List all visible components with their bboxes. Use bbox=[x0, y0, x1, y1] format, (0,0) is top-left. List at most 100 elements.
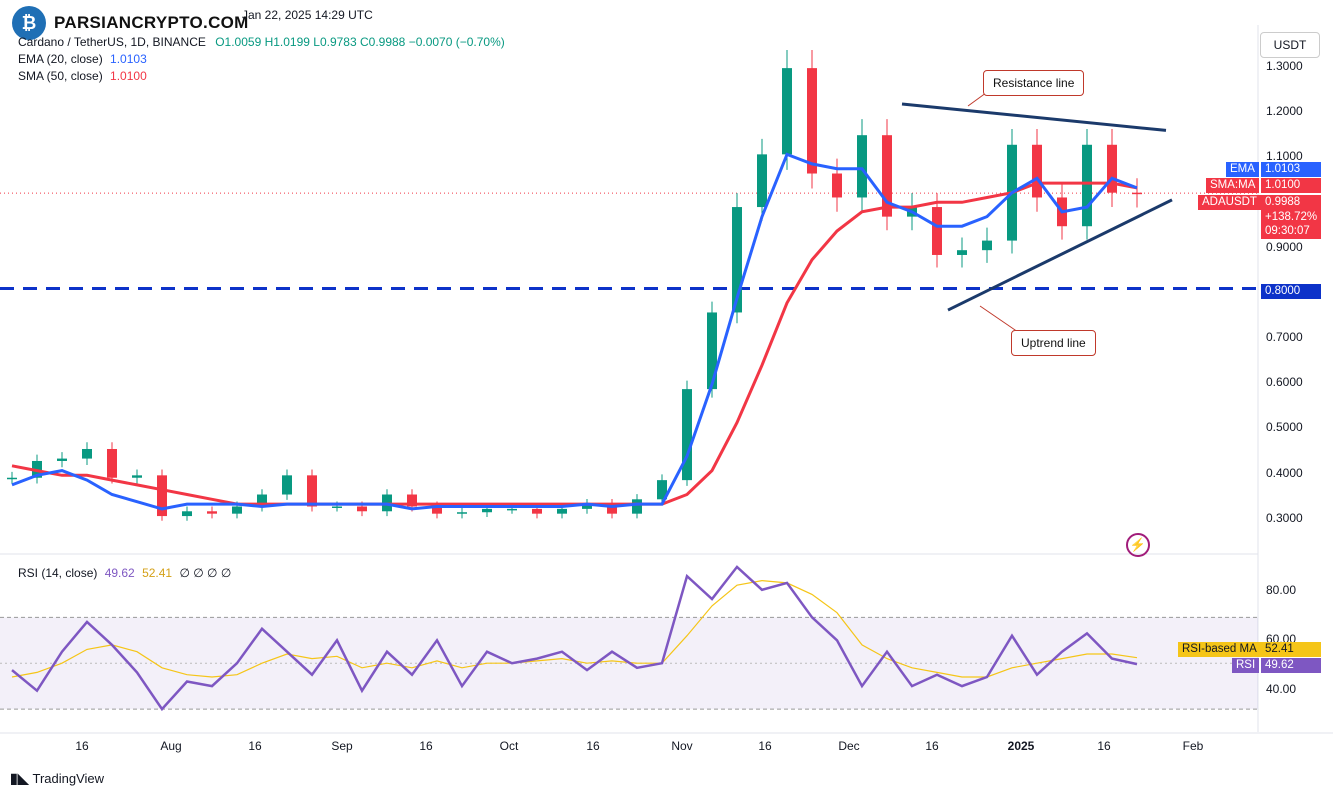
time-tick: Oct bbox=[499, 739, 519, 753]
rsi-legend[interactable]: RSI (14, close) 49.62 52.41 ∅ ∅ ∅ ∅ bbox=[18, 566, 231, 580]
candle-body bbox=[57, 458, 67, 461]
sma-legend-label: SMA (50, close) bbox=[18, 69, 103, 83]
sma-line bbox=[11, 181, 1138, 506]
candle-body bbox=[507, 508, 517, 511]
time-tick: 16 bbox=[586, 739, 600, 753]
candle-body bbox=[1032, 144, 1042, 198]
candle-body bbox=[432, 506, 442, 514]
candle-body bbox=[782, 68, 792, 155]
symbol-tag-label: ADAUSDT bbox=[1198, 195, 1261, 210]
tradingview-brand: TradingView bbox=[32, 771, 105, 786]
candle-body bbox=[857, 135, 867, 198]
candle-body bbox=[157, 475, 167, 517]
price-tick: 0.4000 bbox=[1266, 466, 1303, 480]
candle-body bbox=[82, 448, 92, 459]
watermark-logo: ₿ PARSIANCRYPTO.COM bbox=[12, 6, 253, 40]
price-tick: 1.2000 bbox=[1266, 104, 1303, 118]
resistance-line bbox=[901, 102, 1167, 132]
time-tick: Aug bbox=[160, 739, 182, 753]
sma-tag-label: SMA:MA bbox=[1206, 178, 1260, 193]
candle-body bbox=[407, 494, 417, 507]
price-tick: 1.3000 bbox=[1266, 59, 1303, 73]
sma-legend[interactable]: SMA (50, close) 1.0100 bbox=[18, 69, 147, 83]
currency-selector[interactable]: USDT bbox=[1260, 32, 1320, 58]
ema-legend-label: EMA (20, close) bbox=[18, 52, 103, 66]
candle-body bbox=[457, 512, 467, 514]
candle-body bbox=[932, 207, 942, 255]
candle-body bbox=[232, 506, 242, 514]
time-tick: 16 bbox=[419, 739, 433, 753]
rsi-legend-extra: ∅ ∅ ∅ ∅ bbox=[179, 566, 232, 580]
change-percent-tag: +138.72% bbox=[1261, 210, 1321, 225]
candle-body bbox=[132, 475, 142, 478]
candle-body bbox=[282, 475, 292, 495]
rsi-legend-label: RSI (14, close) bbox=[18, 566, 98, 580]
candle-body bbox=[207, 511, 217, 514]
candle-body bbox=[982, 240, 992, 251]
support-level-tag: 0.8000 bbox=[1261, 284, 1321, 299]
time-tick: Feb bbox=[1182, 739, 1204, 753]
candle-body bbox=[532, 508, 542, 514]
candle-body bbox=[482, 508, 492, 513]
ema-legend[interactable]: EMA (20, close) 1.0103 bbox=[18, 52, 147, 66]
price-tick: 0.3000 bbox=[1266, 511, 1303, 525]
candle-body bbox=[107, 448, 117, 478]
price-tick: 0.6000 bbox=[1266, 375, 1303, 389]
candle-body bbox=[1132, 192, 1142, 195]
candle-body bbox=[707, 312, 717, 390]
resistance-line-label[interactable]: Resistance line bbox=[983, 70, 1085, 96]
price-tick: 0.9000 bbox=[1266, 240, 1303, 254]
tradingview-icon: ▮◣ bbox=[10, 770, 29, 786]
time-tick: 16 bbox=[758, 739, 772, 753]
watermark-text: PARSIANCRYPTO.COM bbox=[50, 13, 253, 33]
time-tick: 16 bbox=[248, 739, 262, 753]
candle-body bbox=[1107, 144, 1117, 193]
candle-body bbox=[957, 250, 967, 255]
time-tick: 16 bbox=[75, 739, 89, 753]
ema-line bbox=[11, 152, 1138, 511]
candle-body bbox=[607, 504, 617, 514]
ema-tag-value: 1.0103 bbox=[1261, 162, 1321, 177]
price-tick: 1.1000 bbox=[1266, 149, 1303, 163]
candle-body bbox=[1082, 144, 1092, 227]
lightning-icon[interactable]: ⚡ bbox=[1126, 533, 1150, 557]
candle-body bbox=[307, 475, 317, 507]
candle-body bbox=[682, 389, 692, 481]
uptrend-line-label[interactable]: Uptrend line bbox=[1011, 330, 1096, 356]
rsi-ma-tag-value: 52.41 bbox=[1261, 642, 1321, 657]
candle-body bbox=[632, 499, 642, 514]
rsi-tick: 80.00 bbox=[1266, 583, 1297, 597]
candle-body bbox=[332, 506, 342, 508]
uptrend-label-pointer bbox=[979, 305, 1019, 333]
rsi-line bbox=[11, 565, 1138, 712]
ohlc-values: O1.0059 H1.0199 L0.9783 C0.9988 −0.0070 … bbox=[215, 35, 505, 49]
time-tick: Sep bbox=[331, 739, 353, 753]
price-tick: 0.7000 bbox=[1266, 330, 1303, 344]
rsi-tag-value: 49.62 bbox=[1261, 658, 1321, 673]
symbol-title: Cardano / TetherUS, 1D, BINANCE O1.0059 … bbox=[18, 35, 505, 49]
tradingview-logo[interactable]: ▮◣ TradingView bbox=[10, 770, 104, 787]
time-tick: 16 bbox=[1097, 739, 1111, 753]
countdown-tag: 09:30:07 bbox=[1261, 224, 1321, 239]
candle-body bbox=[807, 68, 817, 174]
sma-legend-value: 1.0100 bbox=[110, 69, 147, 83]
candle-body bbox=[557, 508, 567, 514]
ema-tag-label: EMA bbox=[1226, 162, 1259, 177]
candle-body bbox=[832, 173, 842, 198]
ema-legend-value: 1.0103 bbox=[110, 52, 147, 66]
rsi-tick: 40.00 bbox=[1266, 682, 1297, 696]
rsi-tag-label: RSI bbox=[1232, 658, 1260, 673]
publish-timestamp: Jan 22, 2025 14:29 UTC bbox=[242, 8, 373, 22]
candle-body bbox=[7, 477, 17, 480]
candle-body bbox=[657, 480, 667, 500]
rsi-ma-tag-label: RSI-based MA bbox=[1178, 642, 1261, 657]
time-tick: Dec bbox=[838, 739, 860, 753]
time-tick: Nov bbox=[671, 739, 693, 753]
candle-body bbox=[732, 207, 742, 313]
symbol-name: Cardano / TetherUS, 1D, BINANCE bbox=[18, 35, 206, 49]
sma-tag-value: 1.0100 bbox=[1261, 178, 1321, 193]
time-tick: 2025 bbox=[1007, 739, 1035, 753]
watermark-icon: ₿ bbox=[12, 6, 46, 40]
candle-body bbox=[757, 154, 767, 208]
